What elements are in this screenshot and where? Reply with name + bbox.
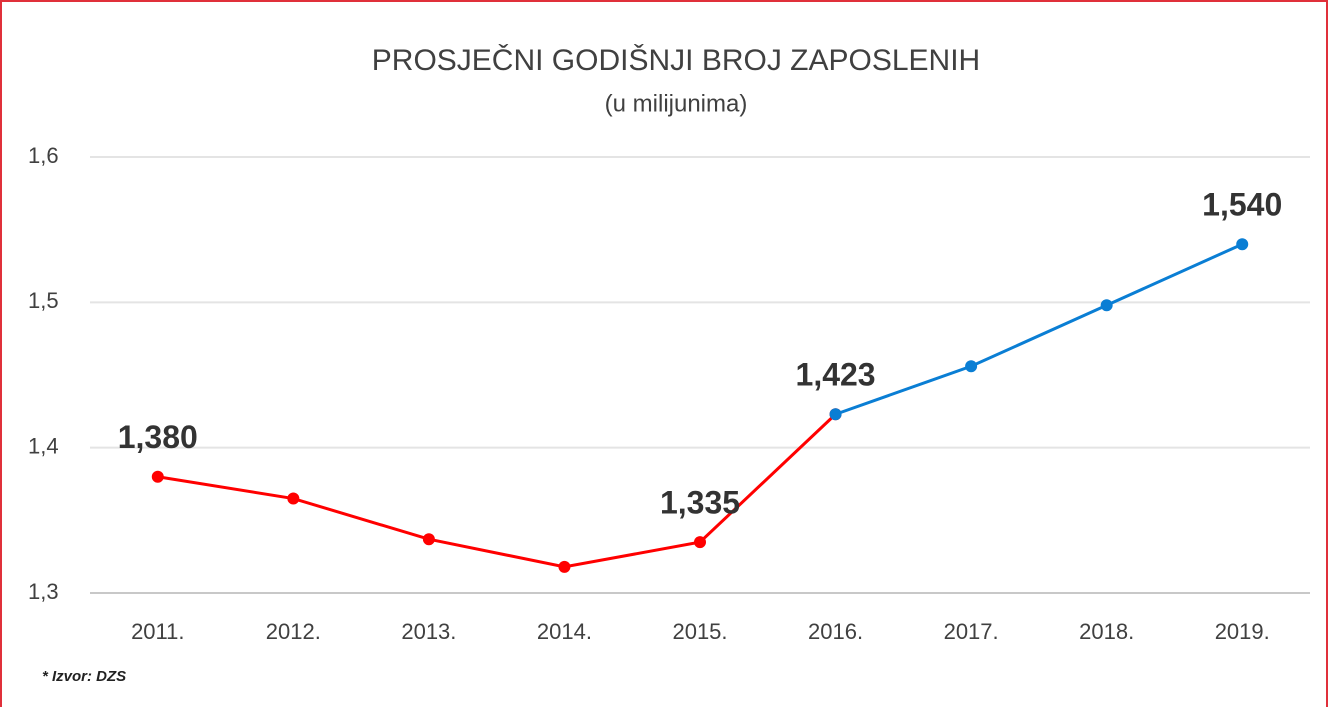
x-tick-label: 2019. [1215, 619, 1270, 644]
data-point [422, 533, 435, 546]
y-tick-label: 1,6 [28, 143, 59, 168]
x-tick-label: 2014. [537, 619, 592, 644]
y-tick-label: 1,4 [28, 433, 59, 458]
x-tick-label: 2013. [401, 619, 456, 644]
data-point [965, 360, 978, 373]
source-note: * Izvor: DZS [42, 668, 126, 685]
x-tick-label: 2012. [266, 619, 321, 644]
data-point [151, 470, 164, 483]
data-point [1236, 238, 1249, 251]
y-tick-label: 1,5 [28, 288, 59, 313]
chart-subtitle: (u milijunima) [605, 90, 748, 117]
data-label: 1,380 [118, 419, 198, 455]
chart-title: PROSJEČNI GODIŠNJI BROJ ZAPOSLENIH [372, 43, 980, 77]
data-label: 1,540 [1202, 187, 1282, 223]
x-tick-label: 2011. [131, 619, 184, 644]
series-line [157, 413, 837, 569]
x-tick-label: 2018. [1079, 619, 1134, 644]
x-tick-label: 2016. [808, 619, 863, 644]
data-point [1100, 299, 1113, 312]
data-point [694, 536, 706, 549]
x-tick-label: 2015. [672, 619, 727, 644]
y-tick-label: 1,3 [28, 579, 59, 604]
data-label: 1,423 [796, 357, 876, 393]
series-line [835, 242, 1243, 416]
x-tick-label: 2017. [944, 619, 999, 644]
data-label: 1,335 [660, 485, 740, 521]
data-point [558, 560, 571, 573]
data-point [287, 492, 300, 505]
data-point [829, 408, 842, 421]
